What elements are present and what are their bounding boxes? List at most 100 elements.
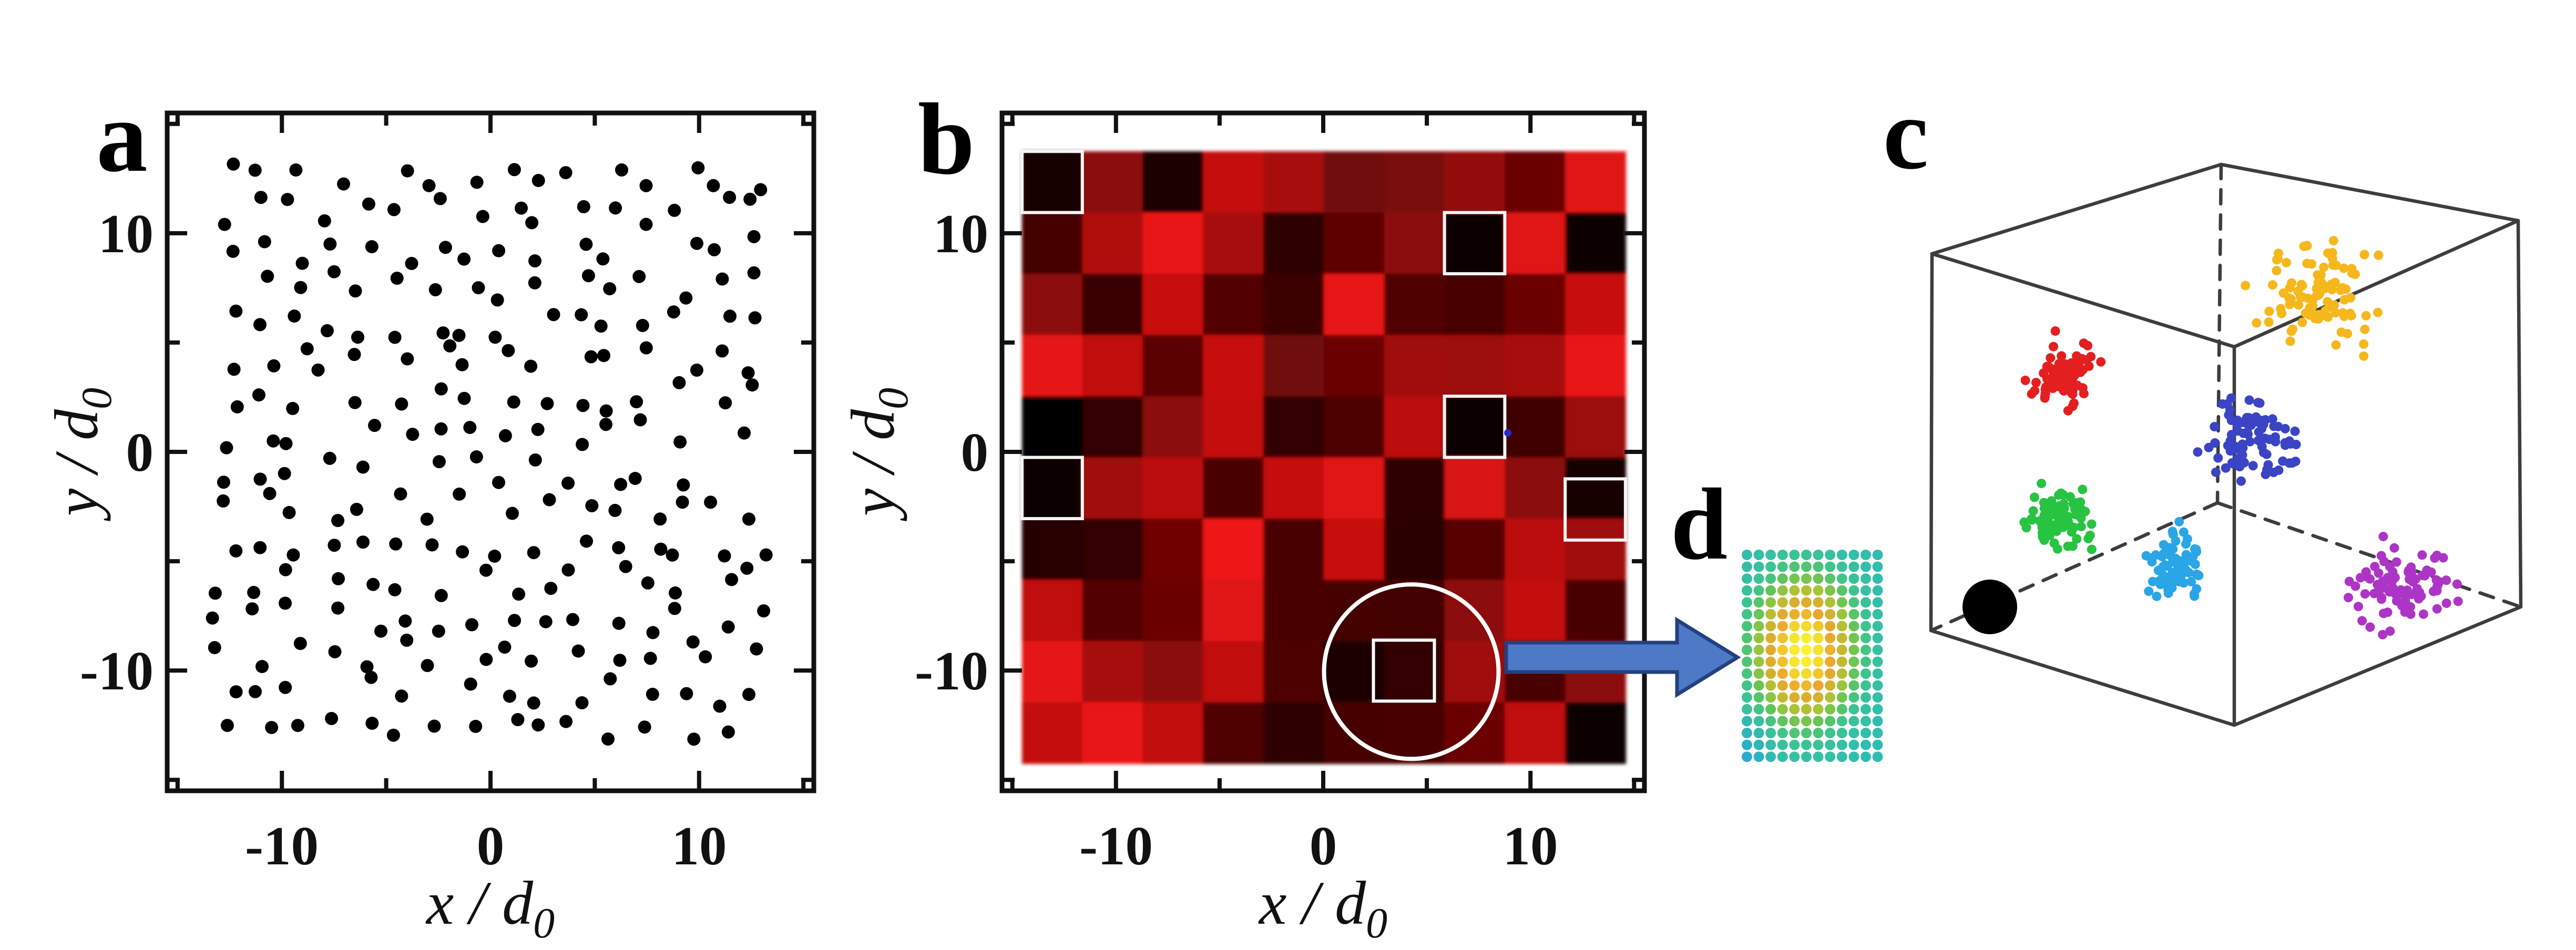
scatter-dot bbox=[687, 732, 701, 746]
dot-grid-point bbox=[1777, 644, 1788, 655]
scatter-dot bbox=[742, 512, 755, 526]
dot-grid-point bbox=[1742, 573, 1752, 584]
scatter-dot bbox=[267, 434, 280, 448]
cluster-dot-yellow bbox=[2328, 236, 2338, 245]
heatmap-cell bbox=[1565, 274, 1626, 336]
scatter-dot bbox=[365, 717, 379, 730]
dot-grid-point bbox=[1753, 680, 1764, 691]
scatter-dot bbox=[528, 276, 541, 290]
cluster-dot-blue bbox=[2271, 437, 2281, 447]
heatmap-cell bbox=[1384, 335, 1445, 397]
scatter-dot bbox=[255, 660, 269, 673]
scatter-dot bbox=[540, 397, 554, 410]
dot-grid-point bbox=[1861, 621, 1871, 632]
scatter-dot bbox=[279, 563, 292, 576]
panel-a-scatter-plot: -10 0 10 10 0 -10 x / d0 y / d0 bbox=[42, 110, 816, 947]
cluster-dot-red bbox=[2063, 406, 2073, 416]
cluster-dot-purple bbox=[2376, 551, 2386, 561]
cluster-dot-blue bbox=[2242, 427, 2252, 437]
scatter-dot bbox=[337, 177, 350, 191]
cube-solid-edges bbox=[1929, 219, 2523, 727]
scatter-dot bbox=[614, 478, 628, 491]
scatter-dot bbox=[401, 164, 414, 178]
highlight-box bbox=[1443, 395, 1507, 459]
scatter-dot bbox=[398, 614, 412, 628]
y-tick-label: 10 bbox=[98, 203, 154, 264]
scatter-dot bbox=[633, 413, 647, 427]
scatter-dot bbox=[528, 254, 541, 267]
heatmap-cell bbox=[1263, 641, 1324, 703]
highlight-box bbox=[1020, 456, 1084, 520]
dot-grid-point bbox=[1813, 633, 1824, 644]
scatter-dot bbox=[469, 719, 483, 733]
scatter-dot bbox=[265, 721, 279, 734]
dot-grid-point bbox=[1813, 573, 1824, 584]
cluster-dot-yellow bbox=[2359, 339, 2369, 349]
scatter-dot bbox=[609, 201, 622, 215]
heatmap-cell bbox=[1082, 335, 1143, 397]
dot-grid-point bbox=[1789, 739, 1800, 750]
cluster-dot-yellow bbox=[2339, 295, 2349, 305]
scatter-dot bbox=[748, 311, 762, 325]
dot-grid-point bbox=[1836, 609, 1847, 619]
cluster-dot-purple bbox=[2385, 626, 2395, 636]
cluster-dot-purple bbox=[2378, 532, 2388, 542]
scatter-dot bbox=[713, 699, 727, 713]
y-tick-label: 0 bbox=[961, 421, 989, 483]
heatmap-cell bbox=[1082, 274, 1143, 336]
cluster-dot-green bbox=[2052, 544, 2062, 554]
dot-grid-point bbox=[1836, 656, 1847, 667]
cluster-dot-green bbox=[2068, 499, 2078, 509]
cluster-dot-yellow bbox=[2294, 300, 2304, 310]
scatter-dot bbox=[387, 203, 401, 216]
dot-grid-point bbox=[1789, 585, 1800, 596]
x-axis-label-sub: 0 bbox=[533, 899, 555, 947]
cluster-dot-purple bbox=[2441, 575, 2451, 585]
cluster-dot-cyan bbox=[2181, 550, 2191, 560]
heatmap-cell bbox=[1324, 457, 1385, 519]
scatter-dot bbox=[488, 331, 502, 344]
cluster-dot-cyan bbox=[2167, 583, 2177, 593]
scatter-dot bbox=[208, 586, 222, 600]
dot-grid-point bbox=[1765, 739, 1776, 750]
cluster-dot-cyan bbox=[2147, 557, 2157, 567]
heatmap-cell bbox=[1203, 396, 1264, 458]
scatter-dot bbox=[217, 494, 230, 508]
cluster-dot-cyan bbox=[2168, 530, 2178, 540]
heatmap-cell bbox=[1022, 702, 1083, 764]
dot-grid-point bbox=[1777, 621, 1788, 632]
scatter-dot bbox=[267, 359, 281, 373]
scatter-dot bbox=[506, 507, 519, 520]
scatter-dot bbox=[632, 270, 646, 283]
scatter-dot bbox=[544, 582, 558, 595]
cluster-dot-yellow bbox=[2339, 263, 2349, 273]
scatter-dot bbox=[612, 616, 626, 630]
cluster-dot-purple bbox=[2378, 576, 2388, 586]
heatmap-cell bbox=[1505, 212, 1566, 274]
scatter-dot bbox=[388, 331, 402, 344]
heatmap-cell bbox=[1263, 396, 1324, 458]
scatter-dot bbox=[492, 244, 506, 257]
cluster-dot-yellow bbox=[2321, 306, 2330, 316]
dot-grid-point bbox=[1872, 739, 1883, 750]
scatter-dot bbox=[320, 324, 334, 337]
scatter-dot bbox=[287, 548, 300, 562]
heatmap-cell bbox=[1324, 396, 1385, 458]
heatmap-cell bbox=[1022, 396, 1083, 458]
scatter-dot bbox=[599, 418, 612, 431]
cluster-dot-red bbox=[2079, 338, 2089, 348]
cluster-dot-yellow bbox=[2319, 262, 2329, 272]
selection-square bbox=[1372, 638, 1436, 703]
dot-grid-point bbox=[1801, 597, 1812, 608]
heatmap-cell bbox=[1082, 151, 1143, 213]
dot-grid-point bbox=[1813, 716, 1824, 727]
panel-b-heatmap bbox=[1022, 151, 1626, 764]
scatter-dot bbox=[525, 216, 539, 230]
scatter-dot bbox=[332, 572, 345, 585]
dot-grid-point bbox=[1813, 704, 1824, 715]
dot-grid-point bbox=[1836, 621, 1847, 632]
scatter-dot bbox=[395, 689, 408, 703]
cluster-dot-blue bbox=[2248, 461, 2258, 471]
dot-grid-point bbox=[1872, 656, 1883, 667]
scatter-dot bbox=[740, 561, 754, 575]
